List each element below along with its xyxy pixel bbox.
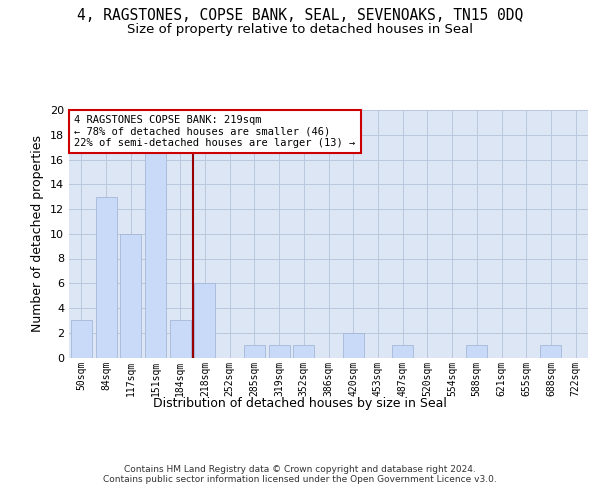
Y-axis label: Number of detached properties: Number of detached properties (31, 135, 44, 332)
Text: 4, RAGSTONES, COPSE BANK, SEAL, SEVENOAKS, TN15 0DQ: 4, RAGSTONES, COPSE BANK, SEAL, SEVENOAK… (77, 8, 523, 22)
Bar (392, 345, 413, 358)
Bar (145, 147, 166, 358)
Text: Contains HM Land Registry data © Crown copyright and database right 2024.
Contai: Contains HM Land Registry data © Crown c… (103, 465, 497, 484)
Bar (95, 196, 116, 358)
Bar (269, 345, 290, 358)
Bar (170, 320, 191, 358)
Bar (194, 283, 215, 358)
Bar (343, 333, 364, 357)
Bar (541, 345, 562, 358)
Text: 4 RAGSTONES COPSE BANK: 219sqm
← 78% of detached houses are smaller (46)
22% of : 4 RAGSTONES COPSE BANK: 219sqm ← 78% of … (74, 115, 355, 148)
Bar (71, 320, 92, 358)
Bar (466, 345, 487, 358)
Text: Distribution of detached houses by size in Seal: Distribution of detached houses by size … (153, 398, 447, 410)
Bar (244, 345, 265, 358)
Text: Size of property relative to detached houses in Seal: Size of property relative to detached ho… (127, 22, 473, 36)
Bar (120, 234, 141, 358)
Bar (293, 345, 314, 358)
